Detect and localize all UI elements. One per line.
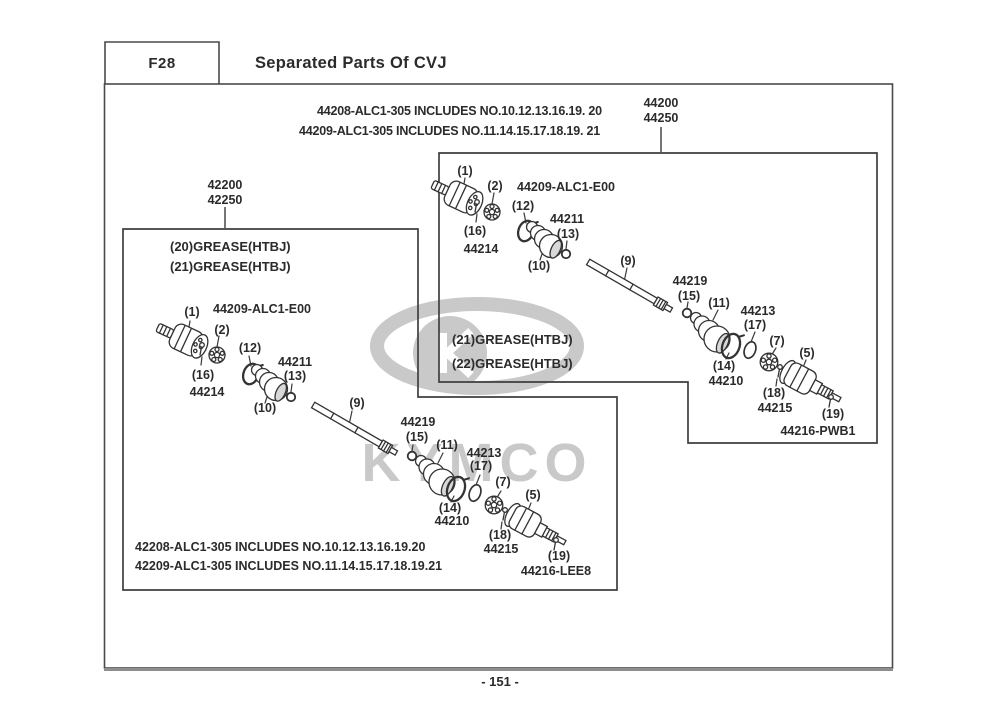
left-box-includes-notes: 42208-ALC1-305 INCLUDES NO.10.12.13.16.1…: [135, 538, 442, 576]
header-code-box: [104, 41, 220, 84]
grease-note: (22)GREASE(HTBJ): [452, 355, 573, 371]
grease-note: (21)GREASE(HTBJ): [452, 332, 573, 347]
watermark-text: KYMCO: [362, 433, 593, 493]
top-note-44209: 44209-ALC1-305 INCLUDES NO.11.14.15.17.1…: [299, 124, 600, 138]
kymco-watermark: KYMCO: [362, 297, 593, 493]
left-group-box: [122, 228, 618, 591]
assembly-ref-number: 44250: [643, 110, 679, 125]
ref-right-box: 44200 44250: [626, 96, 696, 125]
assembly-ref-number: 42200: [207, 178, 243, 192]
ref-left-box: 42200 42250: [190, 178, 260, 207]
included-parts-note: 42208-ALC1-305 INCLUDES NO.10.12.13.16.1…: [135, 540, 426, 554]
assembly-ref-number: 44200: [643, 96, 679, 110]
top-note-44208: 44208-ALC1-305 INCLUDES NO.10.12.13.16.1…: [317, 104, 602, 118]
right-group-box: [438, 152, 878, 444]
included-parts-note: 42209-ALC1-305 INCLUDES NO.11.14.15.17.1…: [135, 559, 443, 573]
page-code: F28: [148, 54, 176, 72]
assembly-ref-number: 42250: [207, 192, 243, 207]
page-number: - 151 -: [481, 674, 519, 689]
grease-note: (21)GREASE(HTBJ): [170, 259, 291, 274]
left-box-grease-notes: (20)GREASE(HTBJ) (21)GREASE(HTBJ): [170, 237, 291, 277]
page-title: Separated Parts Of CVJ: [255, 54, 447, 72]
grease-note: (20)GREASE(HTBJ): [170, 239, 291, 254]
right-box-grease-notes: (21)GREASE(HTBJ) (22)GREASE(HTBJ): [452, 328, 573, 375]
ref-connectors: [224, 127, 662, 228]
